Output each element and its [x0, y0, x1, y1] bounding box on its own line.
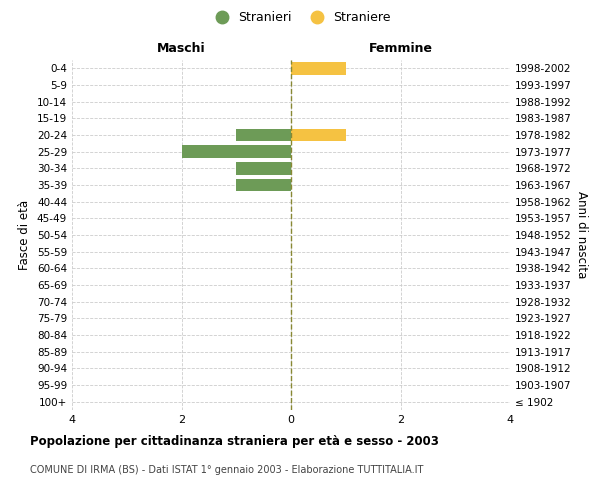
Y-axis label: Anni di nascita: Anni di nascita — [575, 192, 588, 278]
Bar — [291, 62, 346, 74]
Text: Maschi: Maschi — [157, 42, 206, 55]
Bar — [291, 129, 346, 141]
Bar — [236, 129, 291, 141]
Text: Popolazione per cittadinanza straniera per età e sesso - 2003: Popolazione per cittadinanza straniera p… — [30, 435, 439, 448]
Text: Femmine: Femmine — [368, 42, 433, 55]
Y-axis label: Fasce di età: Fasce di età — [19, 200, 31, 270]
Bar — [236, 179, 291, 192]
Bar — [182, 146, 291, 158]
Legend: Stranieri, Straniere: Stranieri, Straniere — [205, 6, 395, 29]
Bar — [236, 162, 291, 174]
Text: COMUNE DI IRMA (BS) - Dati ISTAT 1° gennaio 2003 - Elaborazione TUTTITALIA.IT: COMUNE DI IRMA (BS) - Dati ISTAT 1° genn… — [30, 465, 424, 475]
